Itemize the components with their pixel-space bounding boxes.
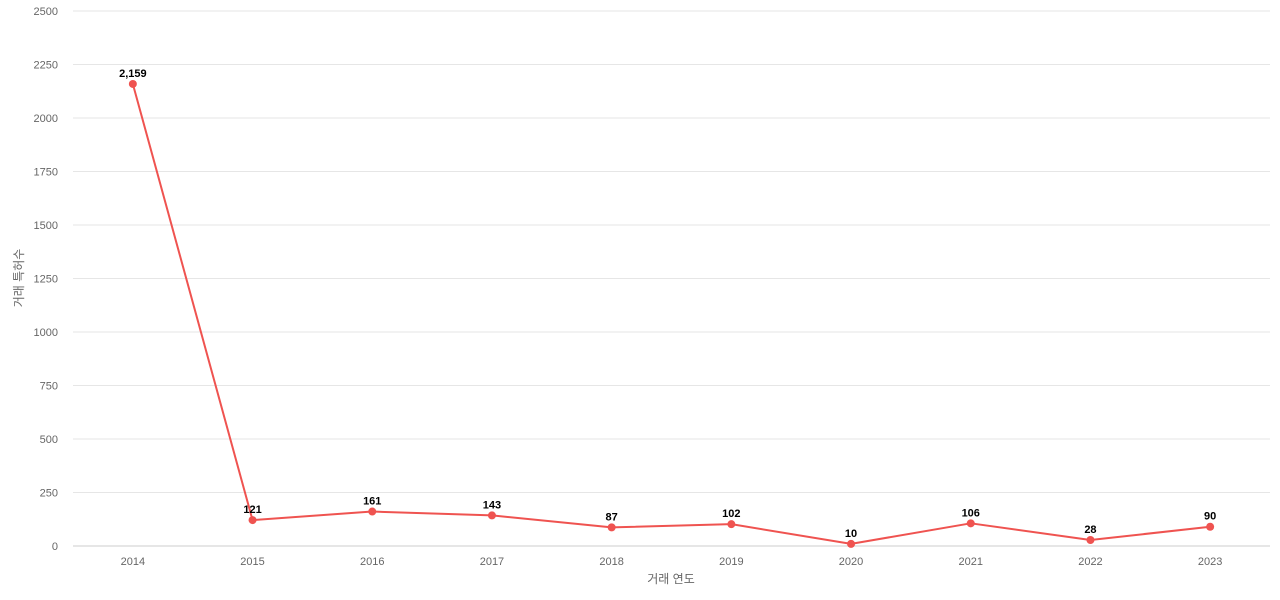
y-tick-label: 2000	[34, 113, 58, 125]
data-point[interactable]	[248, 516, 257, 525]
x-axis-ticks: 2014 2015 2016 2017 2018 2019 2020 2021 2022 2023	[121, 556, 1223, 568]
data-point[interactable]	[368, 507, 377, 516]
grid-layer	[73, 10, 1270, 547]
x-tick-label: 2019	[719, 556, 743, 568]
data-label: 102	[722, 508, 740, 520]
data-label: 90	[1204, 511, 1216, 523]
data-label-layer: 2,159 121 161 143 87 102 10 106 28 90	[119, 68, 1216, 540]
data-point[interactable]	[128, 79, 137, 88]
data-label: 87	[606, 511, 618, 523]
x-tick-label: 2014	[121, 556, 145, 568]
y-tick-label: 250	[40, 488, 58, 500]
data-label: 2,159	[119, 68, 147, 80]
data-label: 28	[1084, 524, 1096, 536]
data-point[interactable]	[847, 539, 856, 548]
data-label: 10	[845, 528, 857, 540]
x-tick-label: 2020	[839, 556, 863, 568]
x-tick-label: 2017	[480, 556, 504, 568]
x-tick-label: 2016	[360, 556, 384, 568]
data-point[interactable]	[607, 523, 616, 532]
x-tick-label: 2015	[240, 556, 264, 568]
data-label: 143	[483, 499, 501, 511]
data-label: 161	[363, 496, 381, 508]
y-tick-label: 1500	[34, 220, 58, 232]
y-axis-ticks: 0 250 500 750 1000 1250 1500 1750 2000 2250 2500	[34, 6, 58, 553]
y-tick-label: 1250	[34, 274, 58, 286]
y-tick-label: 500	[40, 434, 58, 446]
data-point[interactable]	[487, 511, 496, 520]
series-line	[131, 83, 1211, 545]
y-tick-label: 1000	[34, 327, 58, 339]
y-tick-label: 2500	[34, 6, 58, 18]
series-layer	[128, 79, 1215, 548]
x-tick-label: 2023	[1198, 556, 1222, 568]
data-label: 106	[962, 507, 980, 519]
data-point[interactable]	[966, 519, 975, 528]
data-point[interactable]	[1206, 522, 1215, 531]
y-tick-label: 750	[40, 381, 58, 393]
data-point[interactable]	[727, 520, 736, 529]
x-tick-label: 2022	[1078, 556, 1102, 568]
y-tick-label: 1750	[34, 167, 58, 179]
y-axis-title: 거래 특허수	[12, 249, 26, 308]
data-label: 121	[243, 504, 261, 516]
y-tick-label: 0	[52, 541, 58, 553]
x-tick-label: 2018	[599, 556, 623, 568]
x-tick-label: 2021	[959, 556, 983, 568]
x-axis-title: 거래 연도	[647, 572, 695, 586]
data-point[interactable]	[1086, 536, 1095, 545]
y-tick-label: 2250	[34, 60, 58, 72]
